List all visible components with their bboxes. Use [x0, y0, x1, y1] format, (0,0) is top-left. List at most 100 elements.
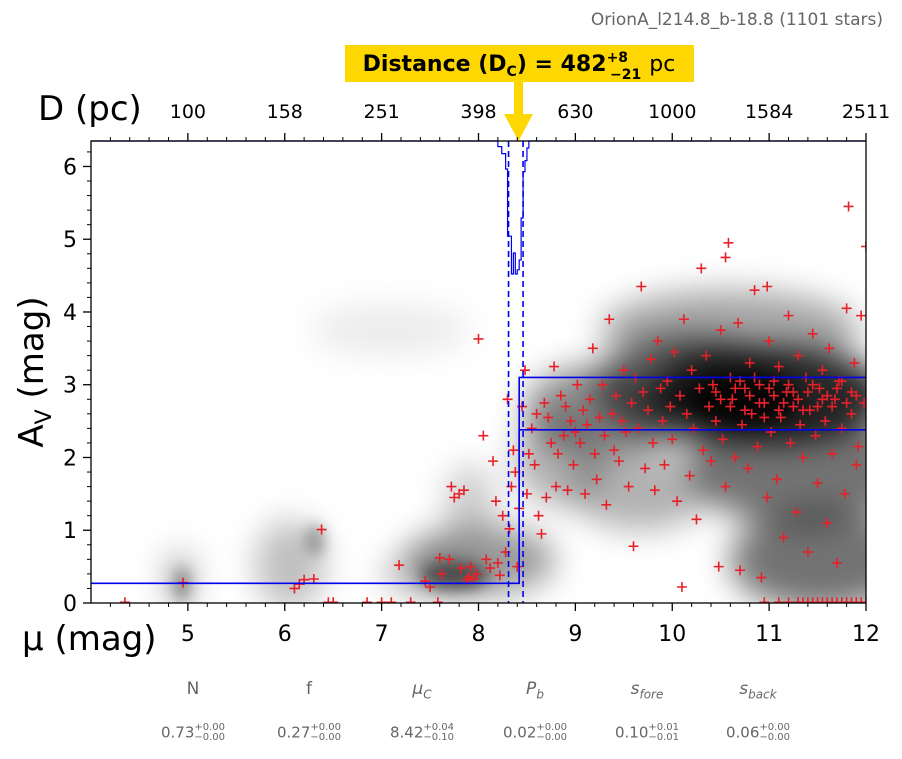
density-background	[166, 290, 866, 603]
distance-err-plus: +8	[607, 50, 628, 66]
y-axis-label: AV (mag)	[12, 296, 57, 447]
arrow-head	[504, 114, 533, 141]
star-point	[604, 314, 615, 325]
star-point	[762, 281, 773, 292]
param-value: 0.73 +0.00 −0.00	[160, 722, 226, 743]
star-point	[541, 492, 552, 503]
star-point	[572, 379, 583, 390]
star-point	[710, 416, 721, 427]
star-point	[742, 463, 753, 474]
star-point	[785, 437, 796, 448]
distance-unit: pc	[649, 52, 675, 77]
y-tick-label: 6	[63, 155, 77, 180]
star-points	[119, 201, 866, 603]
star-point	[481, 554, 492, 565]
star-point	[667, 434, 678, 445]
star-point	[675, 390, 685, 401]
distance-symbol-sub: C	[507, 64, 517, 80]
star-point	[549, 361, 560, 372]
star-point	[546, 437, 557, 448]
star-point	[636, 281, 647, 292]
star-point	[620, 427, 631, 438]
star-point	[504, 523, 515, 534]
star-point	[676, 581, 687, 592]
star-point	[778, 532, 789, 543]
star-point	[589, 448, 600, 459]
top-axis-label: D (pc)	[38, 89, 142, 129]
star-point	[597, 379, 608, 390]
star-point	[575, 437, 586, 448]
y-tick-label: 4	[63, 301, 77, 326]
top-tick-label: 1000	[648, 101, 696, 123]
star-point	[720, 481, 731, 492]
distance-value: 482	[561, 52, 607, 77]
star-point	[478, 430, 489, 441]
y-tick-label: 5	[63, 228, 77, 253]
star-point	[704, 401, 715, 412]
star-point	[771, 474, 782, 485]
star-point	[814, 383, 825, 394]
star-point	[594, 412, 605, 423]
x-tick-label: 5	[181, 622, 195, 647]
star-point	[725, 401, 736, 412]
star-point	[807, 379, 818, 390]
star-point	[436, 568, 447, 579]
star-point	[861, 597, 866, 603]
star-point	[764, 336, 775, 347]
star-point	[607, 408, 618, 419]
star-point	[856, 310, 866, 321]
star-point	[508, 445, 519, 456]
star-point	[458, 485, 469, 496]
star-point	[759, 597, 770, 603]
param-name: μC	[412, 679, 432, 702]
star-point	[492, 557, 503, 568]
star-point	[817, 365, 828, 376]
star-point	[628, 541, 639, 552]
star-point	[773, 361, 784, 372]
distance-err-minus: −21	[610, 67, 641, 83]
star-point	[652, 336, 663, 347]
star-point	[849, 357, 860, 368]
star-point	[376, 597, 387, 603]
star-point	[783, 597, 794, 603]
top-tick-label: 398	[460, 101, 496, 123]
star-point	[512, 561, 523, 572]
star-point	[846, 387, 857, 398]
star-point	[707, 379, 718, 390]
star-point	[405, 597, 416, 603]
star-point	[810, 430, 821, 441]
star-point	[543, 412, 554, 423]
star-point	[582, 419, 592, 430]
star-point	[669, 346, 680, 357]
star-point	[657, 416, 668, 427]
star-point	[802, 547, 813, 558]
y-tick-label: 0	[63, 592, 77, 617]
star-point	[841, 303, 852, 314]
star-point	[802, 387, 813, 398]
star-point	[822, 517, 833, 528]
model-lower-step	[518, 429, 866, 584]
star-point	[843, 201, 854, 212]
star-point	[626, 397, 637, 408]
star-point	[684, 470, 695, 481]
star-point	[490, 496, 501, 507]
star-point	[783, 379, 794, 390]
star-point	[570, 427, 581, 438]
star-point	[710, 387, 721, 398]
star-point	[754, 379, 765, 390]
star-point	[798, 452, 809, 463]
star-point	[739, 383, 750, 394]
star-point	[647, 437, 658, 448]
star-point	[717, 434, 728, 445]
star-point	[444, 554, 455, 565]
star-point	[746, 408, 757, 419]
x-tick-label: 9	[568, 622, 582, 647]
star-point	[394, 560, 405, 571]
star-point	[672, 496, 683, 507]
star-point	[432, 597, 443, 603]
star-point	[824, 343, 835, 354]
star-point	[694, 383, 705, 394]
